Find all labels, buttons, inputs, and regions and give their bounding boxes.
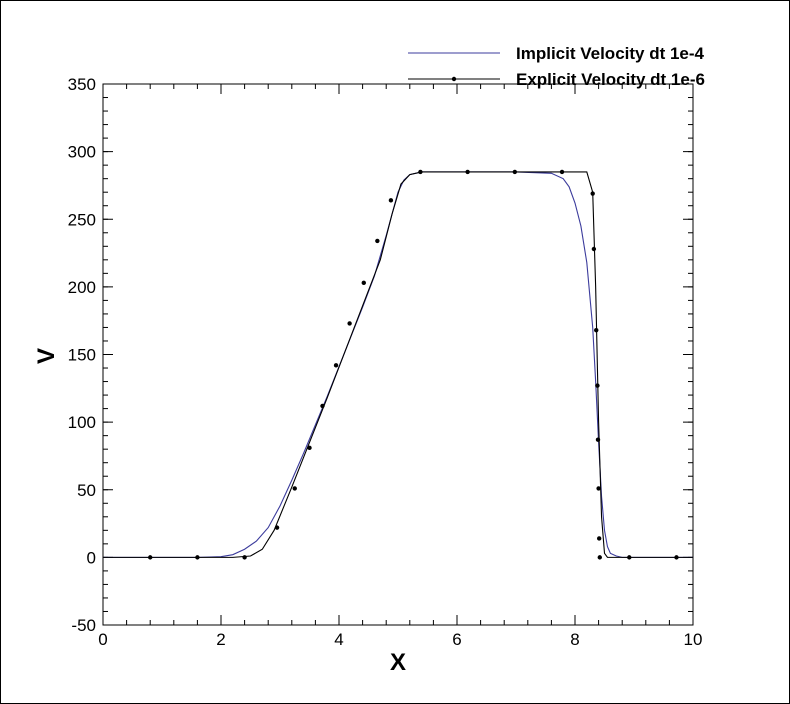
y-tick-label: 200 — [68, 278, 96, 297]
series-marker-1 — [597, 555, 602, 560]
series-marker-1 — [594, 327, 599, 333]
plot-area — [102, 83, 694, 626]
y-tick-label: 0 — [87, 548, 96, 567]
series-marker-1 — [195, 555, 200, 560]
y-tick-label: 100 — [68, 413, 96, 432]
series-marker-1 — [595, 383, 600, 388]
series-marker-1 — [320, 403, 325, 409]
x-tick-label: 10 — [684, 630, 703, 649]
x-tick-label: 8 — [570, 630, 579, 649]
series-marker-1 — [361, 280, 366, 286]
series-marker-1 — [148, 555, 153, 560]
x-axis-title: X — [390, 649, 406, 676]
y-tick-label: -50 — [71, 616, 96, 635]
legend-label-implicit: Implicit Velocity dt 1e-4 — [516, 44, 705, 63]
y-tick-label: 300 — [68, 143, 96, 162]
series-layer — [103, 169, 693, 560]
series-marker-1 — [596, 536, 602, 541]
x-tick-label: 2 — [216, 630, 225, 649]
major-ticks — [102, 83, 694, 626]
series-marker-1 — [242, 555, 247, 560]
series-marker-1 — [591, 246, 597, 252]
x-tick-label: 6 — [452, 630, 461, 649]
minor-ticks — [102, 83, 694, 626]
y-tick-label: 250 — [68, 210, 96, 229]
y-tick-label: 150 — [68, 346, 96, 365]
y-tick-label: 350 — [68, 75, 96, 94]
series-line-1 — [103, 171, 693, 558]
y-axis-title: V — [33, 348, 60, 364]
series-marker-1 — [590, 191, 595, 196]
series-marker-1 — [375, 238, 380, 244]
series-marker-1 — [559, 169, 565, 175]
series-marker-1 — [465, 169, 470, 175]
y-tick-labels: -50 0 50 100 150 200 250 300 350 — [68, 75, 96, 635]
series-marker-1 — [627, 555, 632, 560]
series-marker-1 — [347, 321, 352, 326]
legend-marker-explicit — [451, 76, 457, 82]
series-marker-1 — [595, 437, 601, 442]
series-line-0 — [103, 171, 693, 558]
legend-label-explicit: Explicit Velocity dt 1e-6 — [516, 70, 705, 89]
legend: Implicit Velocity dt 1e-4 Explicit Veloc… — [408, 44, 705, 89]
plot-border — [102, 83, 694, 626]
y-tick-label: 50 — [77, 481, 96, 500]
series-marker-1 — [512, 169, 518, 175]
series-marker-1 — [596, 486, 601, 491]
x-tick-label: 4 — [334, 630, 343, 649]
x-tick-label: 0 — [98, 630, 107, 649]
series-marker-1 — [274, 525, 280, 530]
series-marker-1 — [333, 363, 339, 368]
series-marker-1 — [292, 486, 297, 491]
series-marker-1 — [418, 169, 423, 175]
series-marker-1 — [307, 445, 312, 451]
x-tick-labels: 0 2 4 6 8 10 — [98, 630, 702, 649]
series-marker-1 — [674, 555, 679, 560]
series-marker-1 — [388, 198, 394, 203]
